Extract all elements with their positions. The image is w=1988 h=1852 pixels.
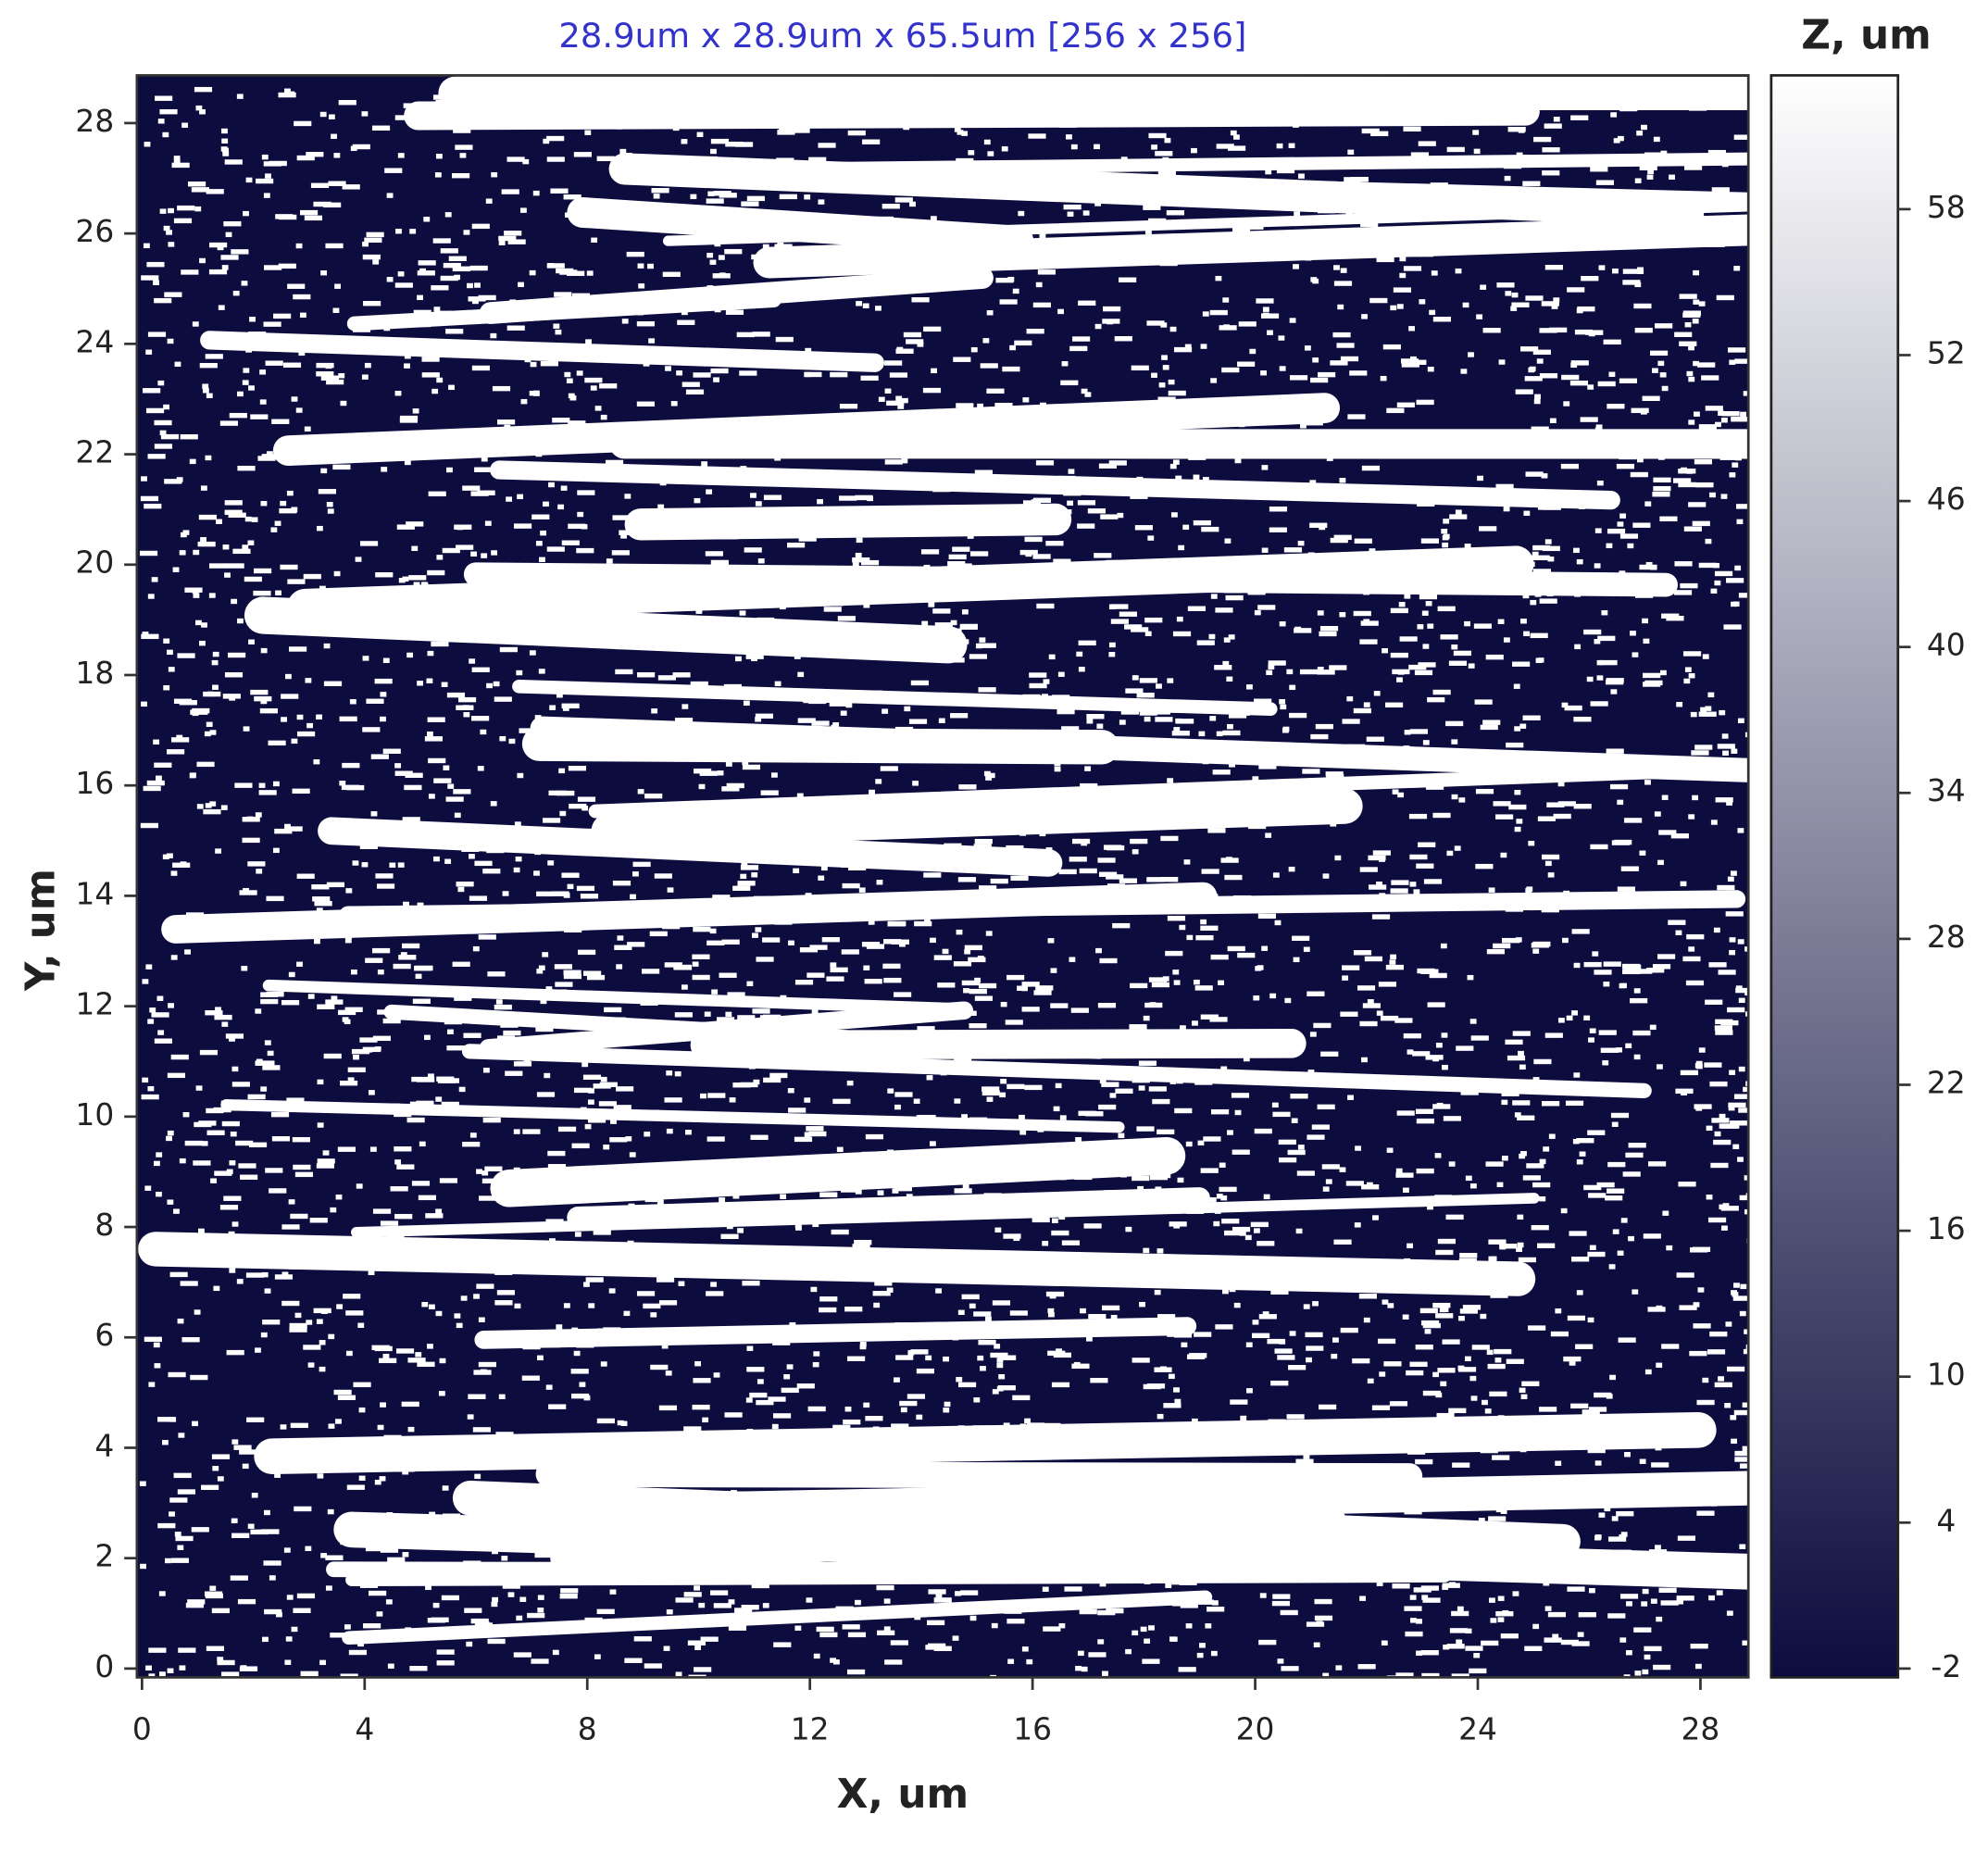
y-tick-label: 18 xyxy=(75,656,114,691)
streak xyxy=(490,460,1620,510)
x-tick-label: 24 xyxy=(1458,1712,1497,1747)
streak xyxy=(318,817,1063,877)
y-tick-label: 26 xyxy=(75,214,114,249)
y-tick-label: 12 xyxy=(75,987,114,1022)
y-tick-label: 8 xyxy=(94,1208,114,1243)
streak xyxy=(461,1044,1652,1099)
x-axis-label: X, um xyxy=(837,1771,969,1818)
streak xyxy=(345,1570,1452,1587)
streak xyxy=(452,1481,1581,1559)
plot-frame xyxy=(135,74,1750,1679)
streak xyxy=(535,1460,1423,1490)
colorbar xyxy=(1769,74,1900,1679)
colorbar-tick-label: 4 xyxy=(1936,1503,1956,1538)
colorbar-tick-label: 40 xyxy=(1927,628,1966,663)
colorbar-tick-label: 16 xyxy=(1927,1211,1966,1246)
speckle xyxy=(139,78,1749,1678)
streak xyxy=(339,890,1746,924)
colorbar-label: Z, um xyxy=(1801,13,1931,59)
streak xyxy=(474,1317,1197,1349)
x-tick-label: 28 xyxy=(1682,1712,1720,1747)
x-tick-label: 20 xyxy=(1236,1712,1275,1747)
streak xyxy=(588,761,1749,819)
colorbar-tick-label: -2 xyxy=(1931,1649,1961,1684)
streak xyxy=(333,1511,1749,1590)
streak xyxy=(690,1028,1307,1060)
colorbar-tick-label: 10 xyxy=(1927,1358,1966,1393)
streak xyxy=(479,1001,974,1057)
streak xyxy=(624,503,1072,541)
streak xyxy=(521,726,1119,765)
y-tick-label: 16 xyxy=(75,766,114,801)
y-tick-label: 0 xyxy=(94,1649,114,1684)
y-tick-label: 10 xyxy=(75,1097,114,1132)
height-map xyxy=(136,75,1749,1678)
colorbar-tick-label: 34 xyxy=(1927,773,1966,808)
colorbar-tick-label: 52 xyxy=(1927,336,1966,371)
y-tick-label: 28 xyxy=(75,104,114,139)
y-tick-label: 14 xyxy=(75,877,114,912)
y-tick-label: 20 xyxy=(75,545,114,581)
y-tick-label: 4 xyxy=(94,1429,114,1464)
colorbar-tick-label: 46 xyxy=(1927,482,1966,517)
x-tick-label: 4 xyxy=(355,1712,374,1747)
streak xyxy=(351,1193,1540,1238)
y-tick-label: 22 xyxy=(75,435,114,470)
y-tick-label: 24 xyxy=(75,324,114,359)
x-tick-label: 0 xyxy=(132,1712,152,1747)
colorbar-tick-label: 22 xyxy=(1927,1066,1966,1101)
x-tick-label: 8 xyxy=(578,1712,597,1747)
colorbar-tick-label: 58 xyxy=(1927,190,1966,225)
streak xyxy=(404,96,1540,131)
streak xyxy=(591,788,1363,849)
streak xyxy=(342,1590,1213,1646)
x-tick-label: 12 xyxy=(791,1712,830,1747)
x-tick-label: 16 xyxy=(1013,1712,1052,1747)
chart-title: 28.9um x 28.9um x 65.5um [256 x 256] xyxy=(558,16,1246,56)
streak xyxy=(287,545,1534,625)
colorbar-tick-label: 28 xyxy=(1927,920,1966,955)
y-tick-label: 2 xyxy=(94,1539,114,1574)
y-tick-label: 6 xyxy=(94,1318,114,1353)
streak xyxy=(479,267,994,324)
streak xyxy=(512,679,1278,717)
streak xyxy=(220,1099,1125,1133)
streak xyxy=(200,331,884,372)
streak xyxy=(567,1187,1210,1229)
y-axis-label: Y, um xyxy=(18,869,64,992)
streak xyxy=(718,152,1749,177)
